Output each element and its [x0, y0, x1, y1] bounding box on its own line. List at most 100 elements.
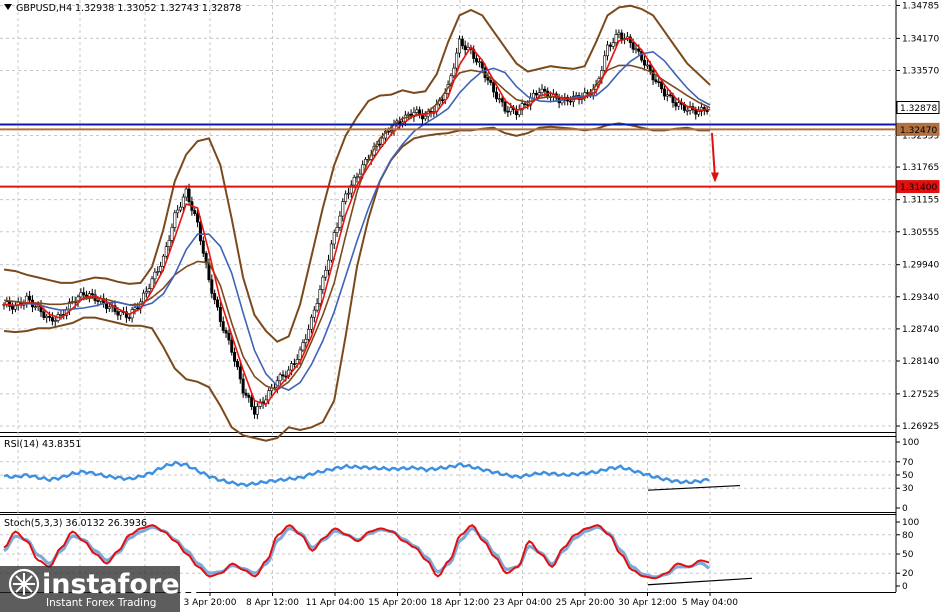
candle-body — [295, 359, 299, 364]
candle-body — [173, 212, 177, 228]
candle-body — [648, 64, 652, 71]
bollinger-upper-line — [3, 4, 711, 343]
candle-body — [255, 406, 259, 415]
candle-body — [11, 306, 15, 310]
candle-body — [665, 94, 669, 97]
candle-body — [224, 330, 228, 334]
price-axis: 1.34785 1.34170 1.33570 1.32355 1.31765 1.311… — [896, 1, 939, 432]
candle-body — [674, 102, 678, 107]
brand-tagline: Instant Forex Trading — [46, 597, 156, 609]
candle-body — [250, 397, 254, 408]
price-tick-label: 1.31155 — [902, 196, 939, 206]
time-tick-label: 18 Apr 12:00 — [431, 598, 490, 608]
candle-body — [523, 103, 527, 106]
rsi-axis: 100 70 50 30 0 — [896, 438, 919, 514]
candle-body — [196, 213, 200, 223]
candle-body — [50, 317, 54, 322]
candle-body — [540, 88, 544, 93]
candle-body — [278, 374, 282, 382]
candle-body — [124, 311, 128, 318]
candle-body — [569, 100, 573, 103]
candle-body — [492, 82, 496, 93]
candle-body — [335, 227, 339, 233]
candle-body — [153, 271, 157, 280]
candle-body — [534, 92, 538, 96]
candle-body — [694, 109, 698, 115]
rsi-tick-label: 100 — [902, 438, 919, 448]
candle-body — [489, 79, 493, 83]
candle-body — [136, 307, 140, 310]
price-tick-label: 1.29940 — [902, 261, 939, 271]
rsi-tick-label: 50 — [902, 471, 914, 481]
candle-body — [324, 269, 328, 278]
candle-body — [218, 306, 222, 322]
candle-body — [677, 102, 681, 107]
candle-body — [352, 177, 356, 186]
candle-body — [500, 98, 504, 103]
candle-body — [455, 52, 459, 69]
candle-body — [301, 342, 305, 351]
candle-body — [531, 92, 535, 99]
candle-body — [127, 317, 131, 319]
stoch-label: Stoch(5,3,3) 36.0132 26.3936 — [4, 518, 147, 529]
main-grid — [0, 0, 896, 592]
price-tick-label: 1.32355 — [902, 131, 939, 141]
candle-body — [321, 276, 325, 290]
rsi-plot — [3, 460, 741, 491]
time-tick-label: 11 Apr 04:00 — [306, 598, 365, 608]
candle-body — [406, 113, 410, 116]
time-tick-label: 8 Apr 12:00 — [246, 598, 299, 608]
stoch-tick-label: 20 — [902, 569, 914, 579]
stoch-plot — [3, 524, 753, 586]
candle-body — [90, 293, 94, 295]
time-tick-label: 23 Apr 04:00 — [493, 598, 552, 608]
stoch-main-line — [3, 524, 710, 580]
candle-body — [341, 201, 345, 217]
price-levels — [0, 123, 896, 188]
time-tick-label: 3 Apr 20:00 — [184, 598, 237, 608]
candle-body — [654, 79, 658, 83]
candle-body — [107, 306, 111, 309]
candle-body — [221, 321, 225, 331]
price-tick-label: 1.29340 — [902, 293, 939, 303]
candle-body — [96, 300, 100, 302]
target-level-tag-label: 1.31400 — [900, 183, 937, 193]
candle-body — [315, 303, 319, 311]
time-axis: 3 Apr 20:00 8 Apr 12:00 11 Apr 04:00 15 Apr… — [184, 592, 738, 608]
candle-body — [486, 77, 490, 81]
candle-body — [147, 288, 151, 292]
candle-body — [631, 42, 635, 50]
time-tick-label: 30 Apr 12:00 — [618, 598, 677, 608]
candle-body — [327, 259, 331, 271]
candle-body — [176, 209, 180, 214]
candle-body — [170, 227, 174, 241]
candle-body — [608, 44, 612, 47]
candle-body — [161, 255, 165, 267]
candle-body — [247, 394, 251, 398]
time-tick-label: 25 Apr 20:00 — [556, 598, 615, 608]
brand-name: instaforex — [42, 569, 197, 600]
instaforex-logo-icon — [8, 568, 40, 600]
down-arrow-icon — [711, 133, 719, 183]
candle-body — [614, 34, 618, 43]
price-tags: 1.32878 1.32470 1.31400 — [896, 101, 940, 194]
candle-body — [389, 130, 393, 133]
support-level-tag-label: 1.32470 — [900, 126, 937, 136]
bollinger-lower-line — [3, 122, 710, 442]
stoch-divergence-line — [647, 577, 753, 586]
candle-body — [520, 103, 524, 111]
candle-body — [517, 109, 521, 116]
candle-body — [506, 110, 510, 113]
candle-body — [378, 143, 382, 146]
candle-body — [304, 338, 308, 343]
rsi-tick-label: 30 — [902, 484, 914, 494]
time-tick-label: 5 May 04:00 — [682, 598, 738, 608]
candle-body — [290, 363, 294, 371]
price-tick-label: 1.34785 — [902, 1, 939, 11]
stoch-grid — [0, 534, 896, 574]
price-tick-label: 1.28140 — [902, 357, 939, 367]
price-tick-label: 1.34170 — [902, 34, 939, 44]
candle-body — [79, 292, 83, 298]
candle-body — [298, 349, 302, 360]
candle-body — [463, 45, 467, 51]
